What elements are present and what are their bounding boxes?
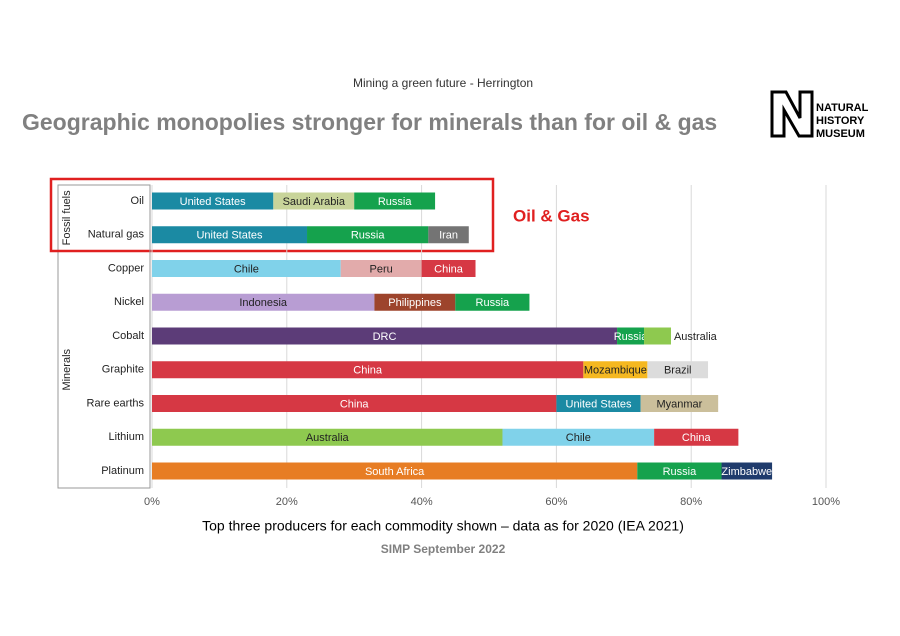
segment-label: DRC	[373, 331, 397, 343]
bar-segment	[556, 395, 641, 412]
footer: SIMP September 2022	[381, 542, 506, 556]
segment-label: Saudi Arabia	[283, 196, 346, 208]
bar-segment	[273, 192, 355, 210]
group-label: Minerals	[61, 348, 73, 390]
logo-text: MUSEUM	[816, 128, 865, 140]
bar-segment	[640, 395, 719, 412]
bar-segment	[654, 428, 739, 446]
bar-segment	[354, 192, 436, 210]
bar-segment	[152, 361, 584, 379]
bar-segment	[152, 293, 375, 311]
logo-text: NATURAL	[816, 102, 869, 114]
bar-segment	[644, 327, 671, 345]
bar-segment	[455, 293, 530, 311]
segment-label: Chile	[234, 263, 259, 275]
segment-label: China	[434, 263, 464, 275]
group-label: Fossil fuels	[61, 190, 73, 246]
logo-text: HISTORY	[816, 115, 865, 127]
y-tick-label: Oil	[131, 195, 144, 207]
bar-segment	[647, 361, 709, 379]
bar-segment	[307, 226, 429, 244]
bar-segment	[637, 462, 722, 480]
segment-label: Russia	[663, 466, 698, 478]
y-tick-label: Platinum	[101, 465, 144, 477]
bar-segment	[152, 226, 308, 244]
segment-label: Indonesia	[239, 297, 288, 309]
segment-label: Australia	[306, 432, 350, 444]
segment-label: Russia	[378, 196, 413, 208]
segment-label: Australia	[674, 331, 718, 343]
x-tick-label: 20%	[276, 496, 298, 508]
x-tick-label: 0%	[144, 496, 160, 508]
bar-segment	[428, 226, 469, 244]
bar-segment	[721, 462, 773, 480]
segment-label: United States	[566, 398, 633, 410]
y-tick-label: Copper	[108, 262, 144, 274]
x-tick-label: 100%	[812, 496, 840, 508]
bar-segment	[502, 428, 655, 446]
x-tick-label: 80%	[680, 496, 702, 508]
segment-label: Chile	[566, 432, 591, 444]
segment-label: Brazil	[664, 365, 692, 377]
y-tick-label: Nickel	[114, 296, 144, 308]
segment-label: Myanmar	[656, 398, 702, 410]
annotation: Oil & Gas	[513, 206, 590, 225]
segment-label: Russia	[614, 331, 649, 343]
bar-segment	[374, 293, 456, 311]
x-tick-label: 40%	[411, 496, 433, 508]
segment-label: Zimbabwe	[721, 466, 772, 478]
y-tick-label: Cobalt	[112, 330, 144, 342]
caption: Top three producers for each commodity s…	[202, 518, 684, 534]
y-tick-label: Rare earths	[87, 397, 145, 409]
segment-label: Russia	[476, 297, 511, 309]
segment-label: China	[353, 365, 383, 377]
bar-segment	[152, 395, 557, 412]
bar-segment	[152, 192, 274, 210]
bar-segment	[617, 327, 645, 345]
segment-label: China	[340, 398, 370, 410]
segment-label: Philippines	[388, 297, 442, 309]
bar-segment	[152, 462, 638, 480]
bar-segment	[152, 327, 618, 345]
bar-segment	[152, 428, 503, 446]
header: Mining a green future - Herrington	[353, 76, 533, 90]
bar-segment	[340, 260, 422, 277]
segment-label: United States	[180, 196, 247, 208]
segment-label: Iran	[439, 230, 458, 242]
segment-label: Russia	[351, 230, 386, 242]
bar-segment	[583, 361, 648, 379]
y-tick-label: Lithium	[109, 431, 144, 443]
chart-title: Geographic monopolies stronger for miner…	[22, 109, 717, 135]
bar-segment	[421, 260, 476, 277]
segment-label: Mozambique	[584, 365, 647, 377]
segment-label: United States	[196, 230, 263, 242]
x-tick-label: 60%	[545, 496, 567, 508]
logo-mark	[770, 90, 814, 138]
segment-label: Peru	[370, 263, 393, 275]
y-tick-label: Graphite	[102, 364, 144, 376]
y-tick-label: Natural gas	[88, 229, 145, 241]
segment-label: China	[682, 432, 712, 444]
bar-segment	[152, 260, 341, 277]
segment-label: South Africa	[365, 466, 425, 478]
highlight-box	[49, 177, 495, 253]
